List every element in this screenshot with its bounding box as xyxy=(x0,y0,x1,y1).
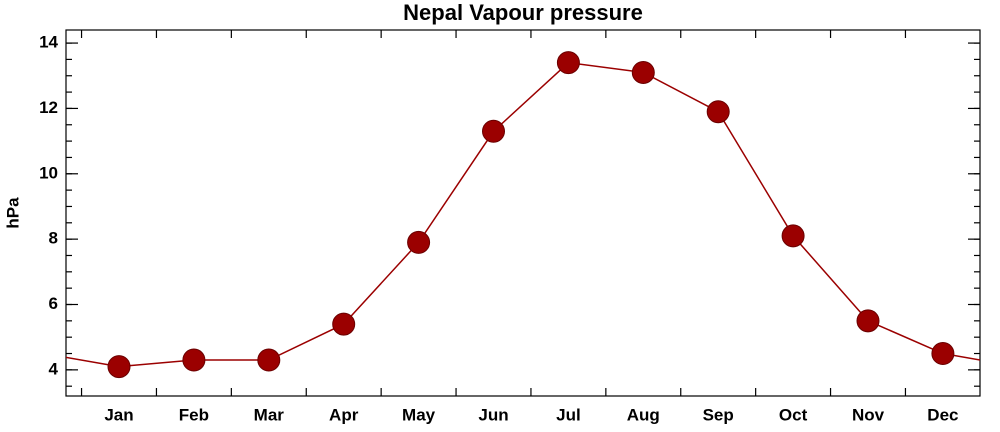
plot-frame xyxy=(65,29,981,397)
x-tick-label: Oct xyxy=(779,405,808,424)
y-tick-label: 6 xyxy=(49,294,58,313)
y-tick-label: 14 xyxy=(39,33,58,52)
series-line xyxy=(118,61,944,368)
y-tick-label: 4 xyxy=(49,359,59,378)
x-tick-label: Sep xyxy=(703,405,734,424)
x-tick-label: May xyxy=(402,405,436,424)
y-tick-label: 12 xyxy=(39,98,58,117)
y-tick-label: 8 xyxy=(49,229,58,248)
data-point xyxy=(107,355,131,379)
data-point xyxy=(931,342,955,366)
x-tick-label: Apr xyxy=(329,405,359,424)
x-tick-label: Jan xyxy=(104,405,133,424)
data-point xyxy=(332,312,356,336)
x-tick-label: Aug xyxy=(627,405,660,424)
chart-title: Nepal Vapour pressure xyxy=(403,0,643,25)
data-point xyxy=(706,100,730,124)
data-point xyxy=(407,230,431,254)
x-tick-label: Feb xyxy=(179,405,209,424)
wrap-line xyxy=(942,352,980,361)
x-tick-label: Nov xyxy=(852,405,885,424)
data-point xyxy=(631,60,655,84)
data-point xyxy=(856,309,880,333)
x-tick-label: Mar xyxy=(254,405,285,424)
x-tick-label: Jul xyxy=(556,405,581,424)
x-tick-label: Jun xyxy=(478,405,508,424)
data-point xyxy=(556,51,580,75)
data-point xyxy=(182,348,206,372)
y-tick-label: 10 xyxy=(39,163,58,182)
wrap-line xyxy=(66,356,120,368)
data-point xyxy=(257,348,281,372)
x-tick-label: Dec xyxy=(927,405,958,424)
plot-area xyxy=(66,51,980,379)
data-point xyxy=(482,119,505,143)
y-axis-label: hPa xyxy=(3,197,22,229)
data-point xyxy=(781,224,805,248)
